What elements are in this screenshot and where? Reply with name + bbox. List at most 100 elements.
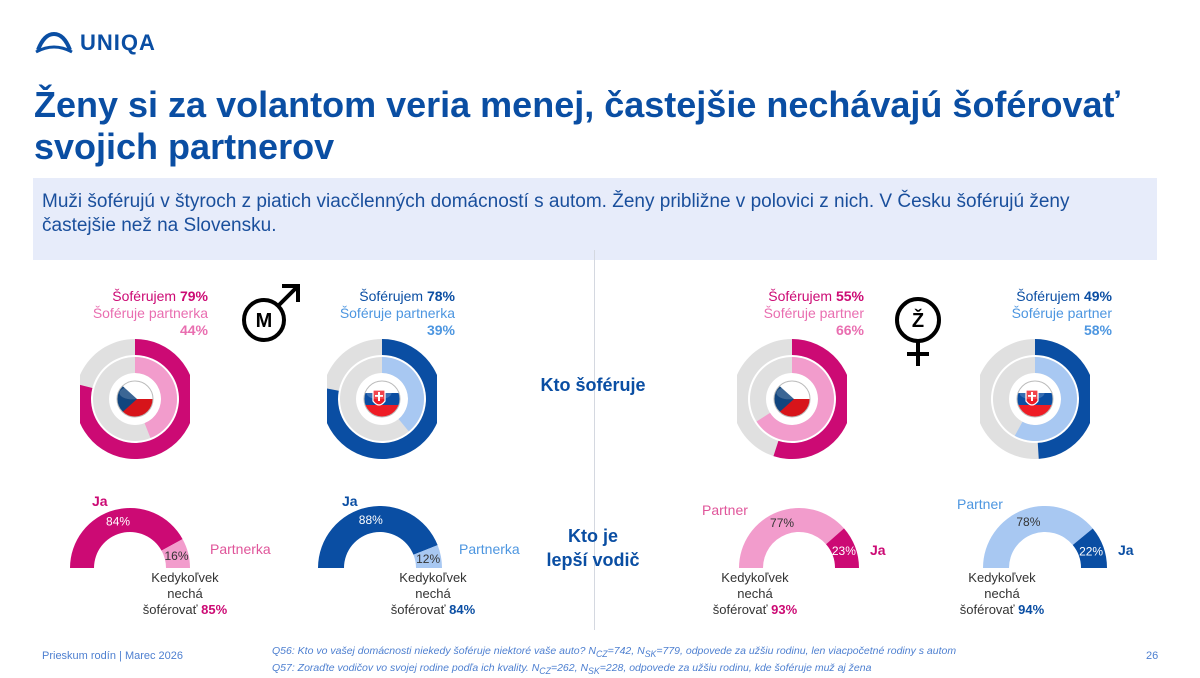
women-sk-let-drive: Kedykoľvek nechá šoférovať 94% [937, 570, 1067, 618]
women-sk-half-donut: 78% 22% Ja Partner [957, 496, 1134, 568]
half-value-ja: 23% [832, 544, 856, 558]
half-slice-ja [826, 528, 859, 568]
let-line1: Kedykoľvek [151, 570, 219, 585]
label-who-drives: Kto šoféruje [540, 375, 646, 395]
q56-a: Q56: Kto vo vašej domácnosti niekedy šof… [272, 645, 596, 657]
let-value: 84% [449, 602, 476, 617]
female-symbol: Ž [890, 296, 946, 368]
partner-label: Šoféruje partner [1011, 305, 1112, 321]
label-better-driver-line2: lepší vodič [546, 550, 640, 570]
outer-ring-value [773, 339, 847, 459]
half-value-partnerka: 12% [416, 552, 440, 566]
half-value-partner: 77% [770, 516, 794, 530]
q56-c: =779, odpovede za užšiu rodinu, len viac… [656, 645, 957, 657]
partner-label: Šoféruje partnerka [339, 305, 455, 321]
label-ja: Ja [342, 493, 358, 509]
sk-flag-icon [1016, 380, 1054, 418]
let-line3: šoférovať [959, 602, 1015, 617]
footer-q57: Q57: Zoraďte vodičov vo svojej rodine po… [272, 661, 1072, 678]
women-cz-let-drive: Kedykoľvek nechá šoférovať 93% [690, 570, 820, 618]
let-line2: nechá [415, 586, 451, 601]
section-divider [594, 250, 595, 630]
sk-flag-icon [363, 380, 401, 418]
half-value-partnerka: 16% [164, 549, 188, 563]
q57-sub2: SK [588, 666, 600, 677]
inner-ring-value [135, 357, 177, 439]
male-letter: M [256, 310, 273, 332]
let-value: 85% [201, 602, 228, 617]
male-symbol-icon: M [242, 284, 300, 342]
men-sk-drive-label: Šoférujem 78% Šoféruje partnerka 39% [305, 288, 455, 339]
female-symbol-icon: Ž [895, 297, 941, 366]
men-sk-half-donut: 88% 12% Ja Partnerka [318, 493, 520, 568]
label-ja: Ja [1118, 542, 1134, 558]
partner-value: 39% [426, 322, 455, 338]
subtitle-box [33, 178, 1157, 260]
half-value-ja: 22% [1079, 544, 1103, 558]
let-value: 93% [771, 602, 798, 617]
footer-survey: Prieskum rodín | Marec 2026 [42, 650, 184, 662]
brand-name: UNIQA [80, 30, 156, 55]
half-value-ja: 84% [106, 515, 130, 529]
men-sk-donut [327, 339, 437, 459]
drive-label: Šoférujem [768, 288, 833, 304]
let-line3: šoférovať [142, 602, 198, 617]
drive-value: 49% [1083, 288, 1112, 304]
partner-value: 66% [835, 322, 864, 338]
q57-a: Q57: Zoraďte vodičov vo svojej rodine po… [272, 662, 540, 675]
uniqa-logo: UNIQA [34, 30, 156, 56]
women-cz-donut [737, 339, 847, 459]
drive-value: 55% [835, 288, 864, 304]
partner-value: 58% [1083, 322, 1112, 338]
drive-value: 78% [426, 288, 455, 304]
q57-b: =262, N [550, 662, 589, 675]
let-line3: šoférovať [390, 602, 446, 617]
q56-sub2: SK [644, 649, 657, 660]
q56-b: =742, N [607, 645, 645, 657]
partner-label: Šoféruje partner [763, 305, 864, 321]
drive-value: 79% [179, 288, 208, 304]
half-slice-ja [318, 506, 438, 568]
label-partner: Partner [957, 496, 1003, 512]
half-slice-partnerka [413, 545, 442, 568]
let-line3: šoférovať [712, 602, 768, 617]
inner-ring-value [1014, 357, 1077, 441]
men-cz-drive-label: Šoférujem 79% Šoféruje partnerka 44% [60, 288, 208, 339]
q56-sub1: CZ [595, 649, 608, 660]
half-value-ja: 88% [359, 513, 383, 527]
let-value: 94% [1018, 602, 1045, 617]
footer-questions: Q56: Kto vo vašej domácnosti niekedy šof… [272, 644, 1072, 678]
outer-ring-value [1035, 339, 1090, 459]
partner-value: 44% [179, 322, 208, 338]
drive-label: Šoférujem [1016, 288, 1081, 304]
let-line2: nechá [737, 586, 773, 601]
men-cz-half-donut: 84% 16% Ja Partnerka [70, 493, 271, 568]
label-better-driver: Kto je lepší vodič [520, 524, 666, 572]
half-value-partner: 78% [1016, 515, 1040, 529]
let-line2: nechá [984, 586, 1020, 601]
subtitle-text: Muži šoférujú v štyroch z piatich viacčl… [42, 191, 1070, 236]
q57-sub1: CZ [539, 666, 551, 677]
women-cz-half-donut: 77% 23% Ja Partner [702, 502, 886, 568]
let-line1: Kedykoľvek [968, 570, 1036, 585]
label-better-driver-line1: Kto je [567, 526, 618, 546]
page-number: 26 [1146, 650, 1159, 662]
q57-c: =228, odpovede za užšiu rodinu, kde šofé… [599, 662, 872, 675]
men-sk-let-drive: Kedykoľvek nechá šoférovať 84% [368, 570, 498, 618]
women-cz-drive-label: Šoférujem 55% Šoféruje partner 66% [712, 288, 864, 339]
cz-flag-icon [116, 380, 154, 418]
inner-ring-value [382, 357, 424, 432]
label-ja: Ja [870, 542, 886, 558]
label-partner: Partnerka [459, 541, 520, 557]
women-sk-donut [980, 339, 1090, 459]
male-symbol: M [240, 282, 304, 346]
let-line1: Kedykoľvek [399, 570, 467, 585]
drive-label: Šoférujem [359, 288, 424, 304]
women-sk-drive-label: Šoférujem 49% Šoféruje partner 58% [960, 288, 1112, 339]
inner-ring-value [756, 357, 834, 441]
footer-q56: Q56: Kto vo vašej domácnosti niekedy šof… [272, 644, 1072, 661]
let-line2: nechá [167, 586, 203, 601]
half-slice-ja [70, 508, 183, 568]
label-ja: Ja [92, 493, 108, 509]
label-partner: Partnerka [210, 541, 271, 557]
